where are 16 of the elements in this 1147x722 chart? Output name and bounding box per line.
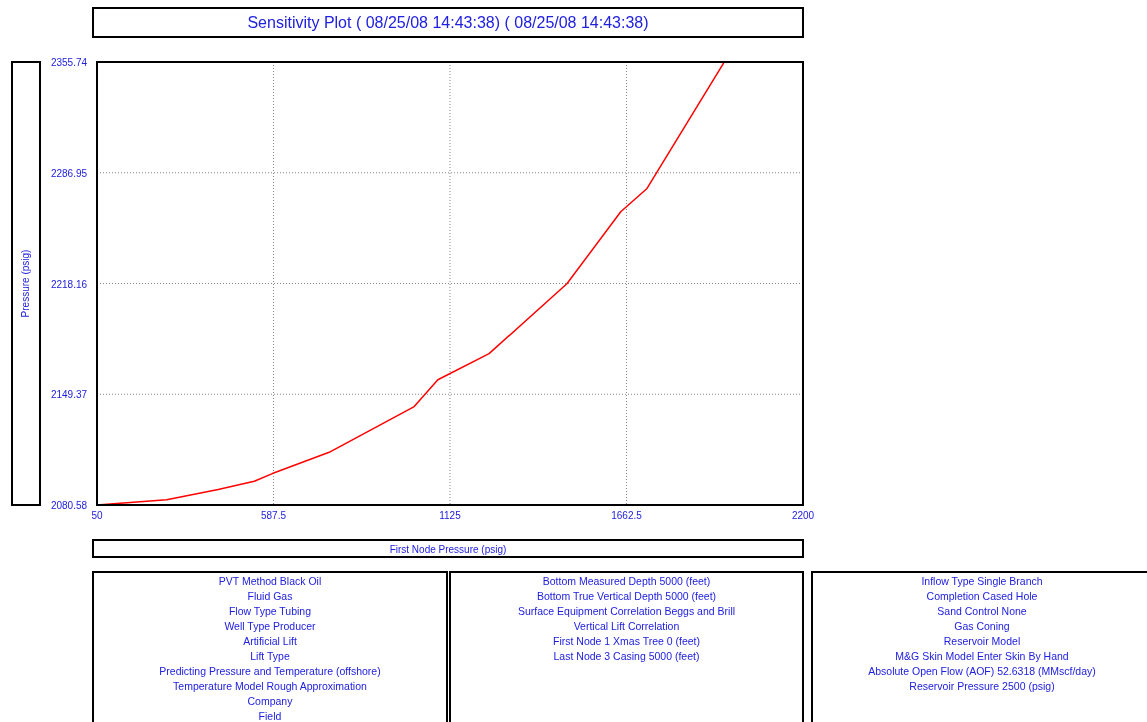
- y-tick-label: 2080.58: [50, 500, 88, 511]
- y-tick-label: 2355.74: [50, 57, 88, 68]
- info-panel: Bottom Measured Depth 5000 (feet) Bottom True Vertical Depth 5000 (feet) Surface Equipment Correlation Beggs and Brill Vertical Lift Correlation First Node 1 Xmas Tree 0 (feet) Last Node 3 Casing 5000 (feet): [449, 571, 804, 722]
- x-tick-label: 50: [91, 510, 103, 521]
- chart-title: Sensitivity Plot ( 08/25/08 14:43:38) ( 08/25/08 14:43:38): [247, 14, 649, 31]
- x-axis-title: First Node Pressure (psig): [389, 544, 507, 555]
- x-tick-label: 1125: [439, 510, 462, 521]
- x-tick-label: 1662.5: [611, 510, 643, 521]
- info-panel: PVT Method Black Oil Fluid Gas Flow Type Tubing Well Type Producer Artificial Lift Lift Type Predicting Pressure and Temperature (offshore) Temperature Model Rough Approximation Company Field: [92, 571, 448, 722]
- y-tick-label: 2286.95: [50, 167, 88, 179]
- x-tick-label: 587.5: [260, 510, 287, 521]
- x-tick-label: 2200: [791, 510, 815, 521]
- info-panel: Inflow Type Single Branch Completion Cased Hole Sand Control None Gas Coning Reservoir Model M&G Skin Model Enter Skin By Hand Absolute Open Flow (AOF) 52.6318 (MMscf/day) Reservoir Pressure 2500 (psig): [811, 571, 1147, 722]
- y-tick-label: 2218.16: [50, 278, 88, 290]
- y-axis-title: Pressure (psig): [20, 249, 31, 318]
- y-tick-label: 2149.37: [50, 389, 88, 401]
